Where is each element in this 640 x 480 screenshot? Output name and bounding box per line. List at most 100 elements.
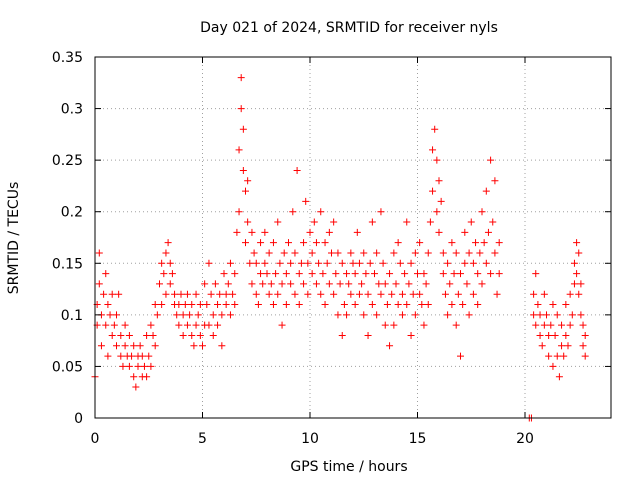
data-point: [549, 301, 557, 309]
x-axis-label: GPS time / hours: [290, 459, 407, 475]
y-tick-label: 0.3: [61, 102, 83, 118]
data-point: [235, 146, 243, 154]
data-point: [579, 321, 587, 329]
data-point: [403, 301, 411, 309]
data-point: [119, 362, 127, 370]
data-point: [95, 249, 103, 257]
data-point: [568, 311, 576, 319]
data-point: [254, 301, 262, 309]
data-point: [132, 383, 140, 391]
data-point: [179, 311, 187, 319]
data-point: [577, 311, 585, 319]
data-point: [312, 239, 320, 247]
data-point: [205, 321, 213, 329]
data-point: [113, 311, 120, 319]
data-point: [239, 125, 247, 133]
data-point: [175, 321, 183, 329]
data-point: [328, 249, 335, 257]
data-point: [162, 290, 170, 298]
data-point: [312, 280, 320, 288]
data-point: [390, 249, 398, 257]
data-point: [398, 311, 406, 319]
grid-lines: [95, 57, 611, 418]
data-point: [104, 352, 112, 360]
data-point: [439, 249, 447, 257]
data-point: [560, 352, 568, 360]
data-point: [334, 311, 342, 319]
y-tick-label: 0.35: [52, 50, 83, 66]
data-point: [295, 301, 303, 309]
data-point: [360, 249, 368, 257]
data-point: [151, 342, 159, 350]
data-point: [308, 270, 316, 278]
data-point: [153, 311, 161, 319]
data-point: [575, 290, 583, 298]
data-point: [151, 301, 159, 309]
data-point: [403, 218, 411, 226]
data-point: [302, 197, 310, 205]
data-point: [426, 218, 434, 226]
data-point: [235, 208, 243, 216]
data-point: [100, 290, 108, 298]
data-point: [224, 280, 232, 288]
data-point: [160, 270, 168, 278]
data-point: [168, 270, 176, 278]
data-point: [117, 352, 125, 360]
data-point: [173, 311, 181, 319]
y-tick-label: 0.25: [52, 153, 83, 169]
data-point: [381, 321, 389, 329]
data-point: [566, 321, 574, 329]
data-point: [418, 301, 426, 309]
data-point: [581, 331, 589, 339]
data-point: [237, 105, 245, 113]
data-point: [579, 342, 587, 350]
data-point: [325, 228, 333, 236]
data-point: [147, 321, 155, 329]
data-point: [564, 342, 572, 350]
data-point: [261, 228, 269, 236]
data-point: [143, 331, 151, 339]
data-point: [330, 290, 338, 298]
data-point: [373, 249, 381, 257]
data-point: [276, 259, 284, 267]
data-point: [388, 290, 396, 298]
data-point: [306, 228, 314, 236]
data-point: [394, 239, 402, 247]
data-point: [383, 301, 391, 309]
data-point: [209, 331, 217, 339]
data-point: [360, 311, 368, 319]
data-point: [175, 301, 183, 309]
data-point: [287, 280, 295, 288]
data-point: [491, 177, 499, 185]
data-point: [540, 321, 548, 329]
data-point: [414, 270, 421, 278]
data-point: [461, 259, 469, 267]
data-point: [214, 321, 222, 329]
data-point: [429, 146, 437, 154]
data-point: [398, 290, 406, 298]
data-point: [495, 270, 503, 278]
data-point: [540, 290, 548, 298]
data-point: [117, 331, 125, 339]
data-point: [364, 290, 372, 298]
data-point: [532, 270, 540, 278]
data-point: [433, 156, 441, 164]
data-point: [489, 218, 497, 226]
data-point: [478, 280, 486, 288]
data-point: [474, 301, 482, 309]
data-point: [140, 362, 148, 370]
data-point: [573, 239, 581, 247]
data-point: [371, 270, 378, 278]
data-point: [177, 290, 185, 298]
data-point: [441, 290, 449, 298]
data-point: [295, 270, 303, 278]
data-point: [321, 301, 329, 309]
data-point: [472, 239, 480, 247]
data-point: [543, 311, 550, 319]
data-point: [300, 239, 308, 247]
data-point: [261, 259, 269, 267]
data-point: [555, 373, 563, 381]
data-point: [558, 321, 566, 329]
data-point: [416, 290, 424, 298]
